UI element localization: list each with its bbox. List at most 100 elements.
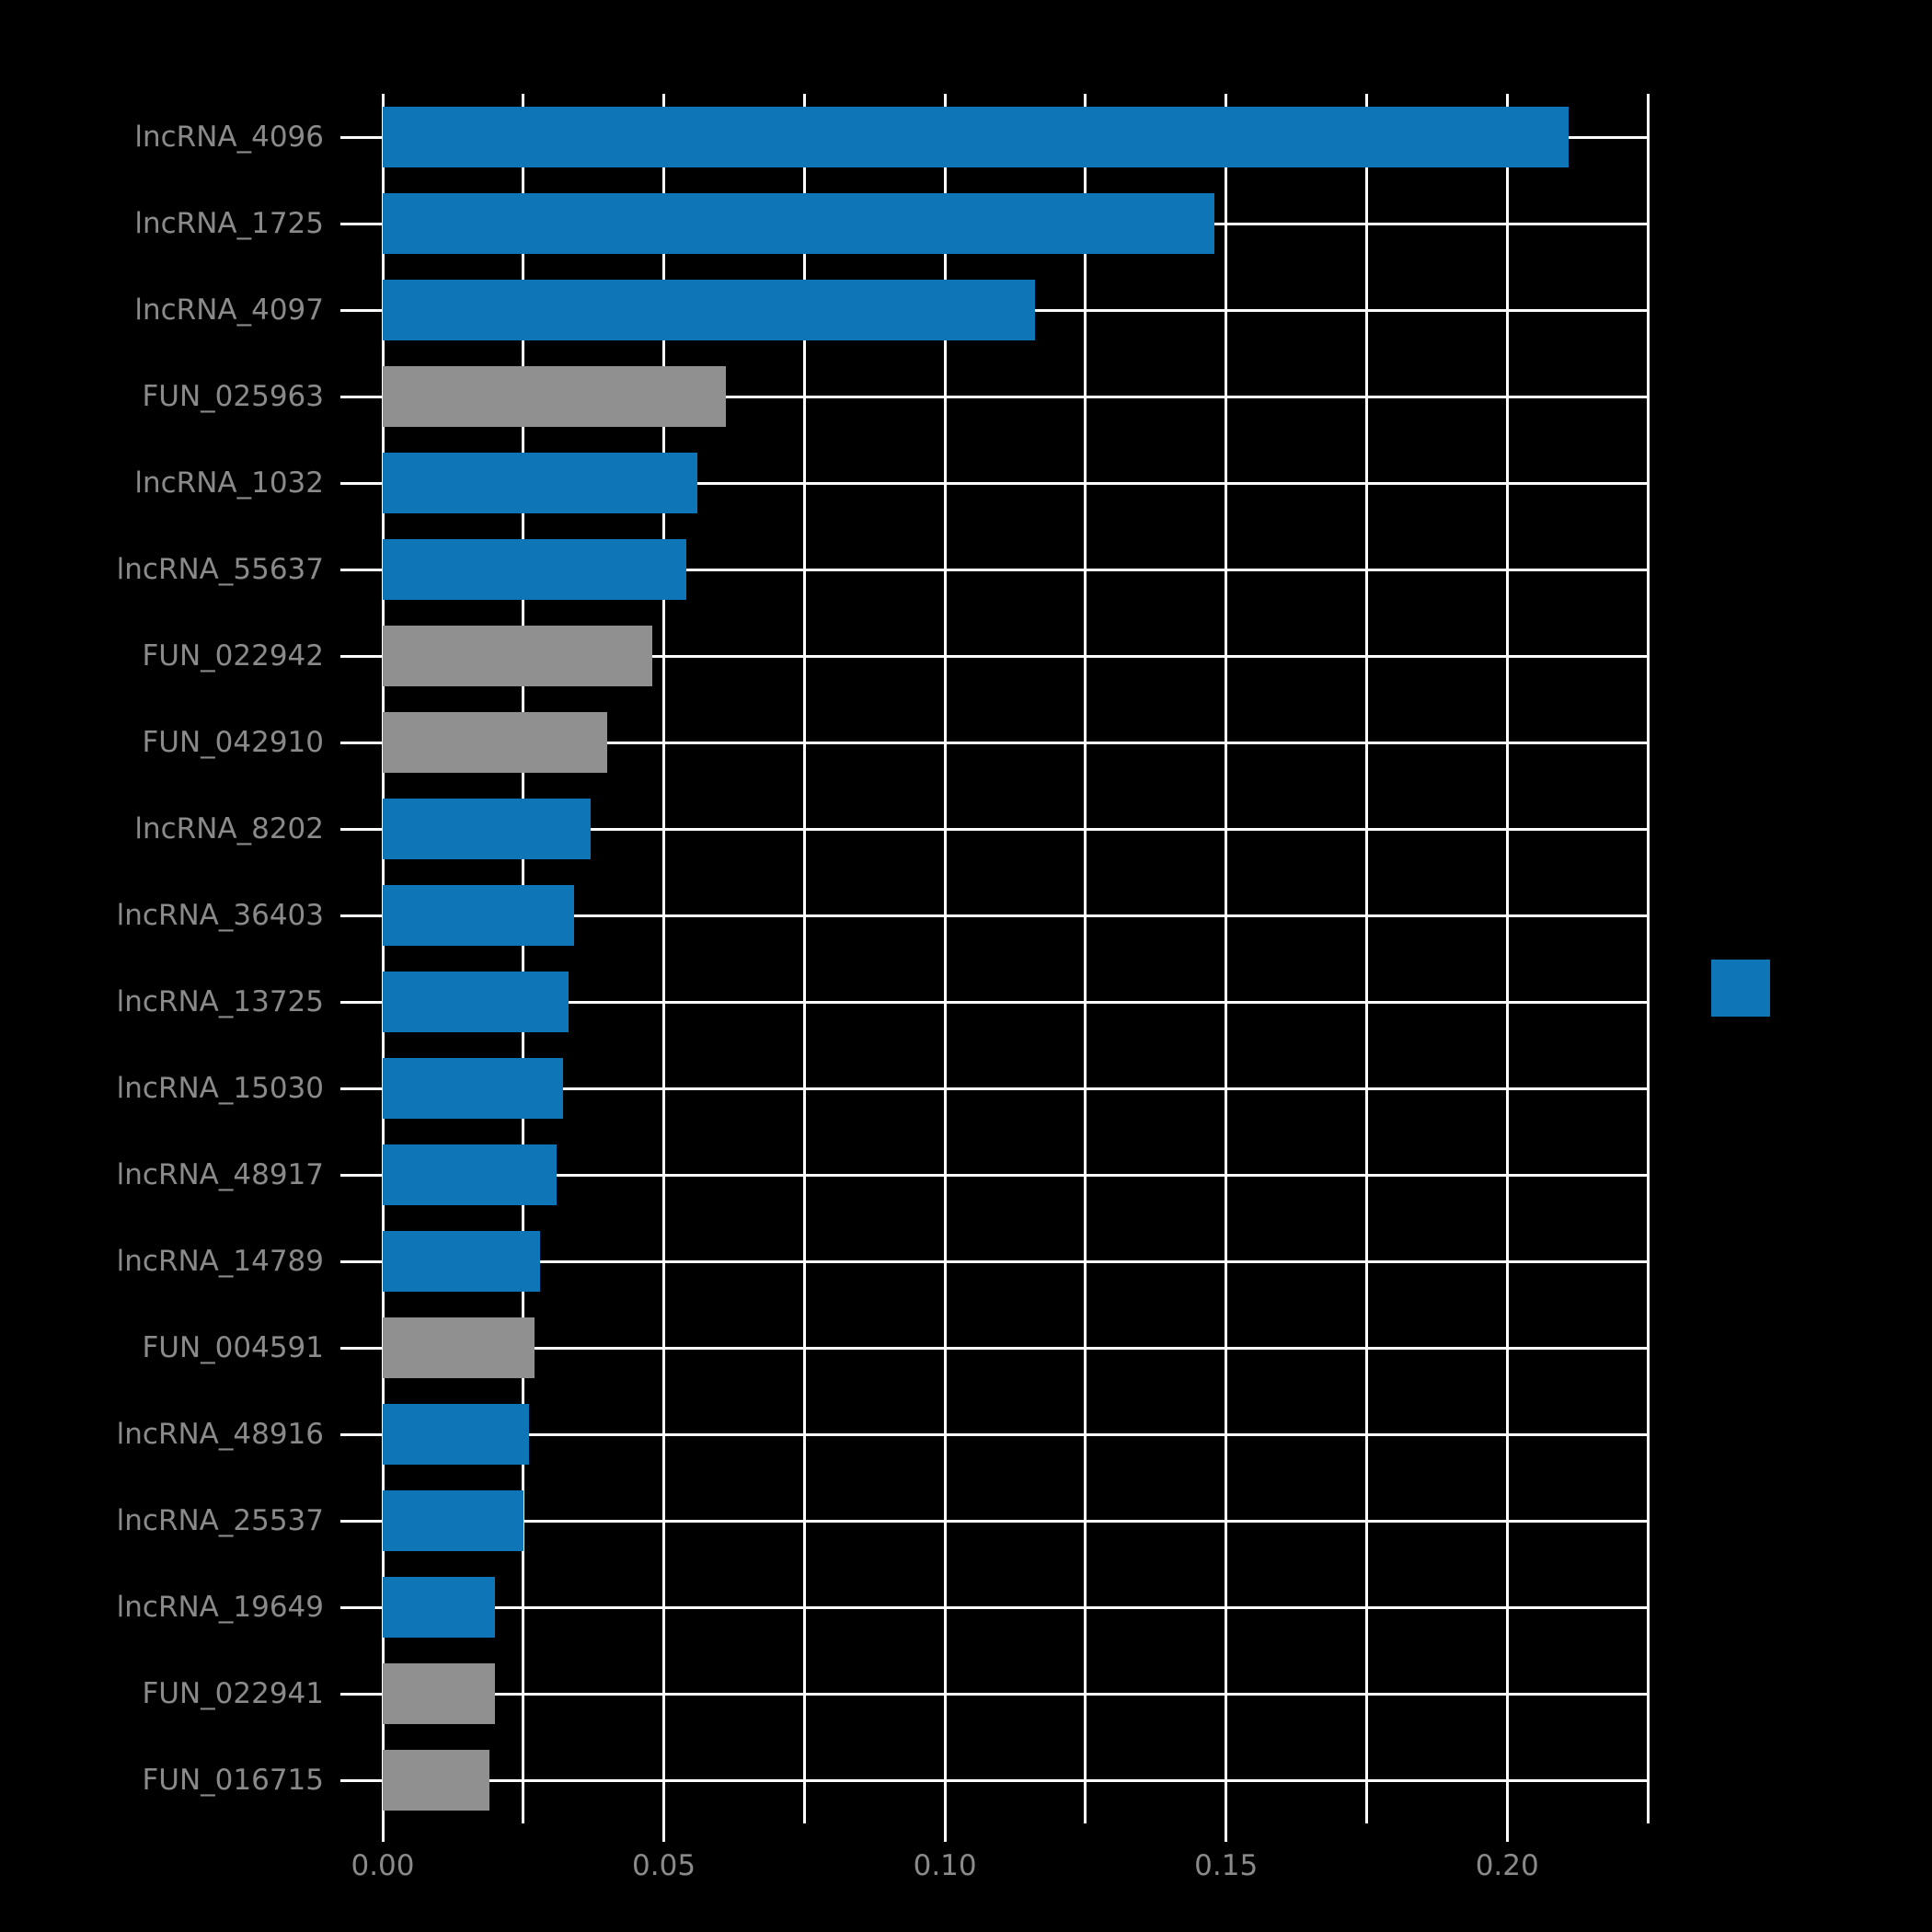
y-axis-tick xyxy=(340,654,383,658)
horizontal-gridline xyxy=(383,481,1648,485)
y-axis-tick xyxy=(340,395,383,398)
category-label: FUN_022941 xyxy=(142,1677,324,1710)
horizontal-gridline xyxy=(383,1259,1648,1263)
horizontal-gridline xyxy=(383,1432,1648,1436)
y-axis-tick xyxy=(340,1259,383,1263)
bar-FUN_025963 xyxy=(383,366,726,427)
category-label: lncRNA_14789 xyxy=(116,1245,324,1278)
x-axis-tick xyxy=(381,1823,385,1842)
horizontal-gridline xyxy=(383,1087,1648,1090)
horizontal-gridline xyxy=(383,741,1648,744)
vertical-gridline xyxy=(1364,94,1368,1823)
x-axis-tick xyxy=(1225,1823,1228,1842)
vertical-gridline xyxy=(1225,94,1228,1823)
bar-lncRNA_1032 xyxy=(383,453,698,513)
horizontal-gridline xyxy=(383,395,1648,398)
category-label: lncRNA_25537 xyxy=(116,1504,324,1537)
x-tick-label: 0.15 xyxy=(1194,1849,1259,1882)
bar-FUN_042910 xyxy=(383,712,608,773)
bar-FUN_022941 xyxy=(383,1663,496,1724)
vertical-gridline xyxy=(1084,94,1087,1823)
horizontal-gridline xyxy=(383,827,1648,831)
horizontal-gridline xyxy=(383,1346,1648,1350)
y-axis-tick xyxy=(340,568,383,571)
bar-lncRNA_1725 xyxy=(383,193,1215,254)
x-tick-label: 0.20 xyxy=(1475,1849,1539,1882)
x-tick-label: 0.00 xyxy=(351,1849,415,1882)
bar-lncRNA_14789 xyxy=(383,1231,541,1292)
vertical-gridline xyxy=(522,94,525,1823)
category-label: lncRNA_48917 xyxy=(116,1158,324,1191)
category-label: lncRNA_19649 xyxy=(116,1591,324,1624)
y-axis-tick xyxy=(340,914,383,917)
y-axis-tick xyxy=(340,1519,383,1523)
plot-area: lncRNA_4096 lncRNA_1725 lncRNA_4097 FUN_025… xyxy=(117,94,1650,1882)
y-axis-tick xyxy=(340,222,383,225)
category-label: FUN_022942 xyxy=(142,639,324,673)
category-label: lncRNA_13725 xyxy=(116,985,324,1018)
bar-lncRNA_19649 xyxy=(383,1577,496,1638)
y-axis-tick xyxy=(340,1432,383,1436)
category-label: lncRNA_8202 xyxy=(134,812,324,845)
horizontal-gridline xyxy=(383,1778,1648,1782)
bar-lncRNA_36403 xyxy=(383,885,574,946)
y-axis-tick xyxy=(340,1000,383,1004)
vertical-gridline xyxy=(943,94,947,1823)
bar-lncRNA_48917 xyxy=(383,1144,558,1205)
category-label: lncRNA_1725 xyxy=(134,207,324,240)
category-label: FUN_016715 xyxy=(142,1764,324,1797)
category-label: lncRNA_4097 xyxy=(134,293,324,327)
y-axis-tick xyxy=(340,827,383,831)
bar-lncRNA_4097 xyxy=(383,280,1035,340)
horizontal-gridline xyxy=(383,1519,1648,1523)
vertical-gridline xyxy=(662,94,666,1823)
y-axis-tick xyxy=(340,1778,383,1782)
bar-FUN_004591 xyxy=(383,1317,535,1378)
bar-lncRNA_13725 xyxy=(383,972,569,1032)
horizontal-gridline xyxy=(383,1692,1648,1696)
y-axis-tick xyxy=(340,741,383,744)
x-axis-tick xyxy=(662,1823,666,1842)
x-tick-label: 0.05 xyxy=(632,1849,696,1882)
bar-lncRNA_48916 xyxy=(383,1404,529,1465)
x-axis-tick xyxy=(1505,1823,1509,1842)
category-label: lncRNA_55637 xyxy=(116,553,324,586)
horizontal-gridline xyxy=(383,654,1648,658)
y-axis-tick xyxy=(340,135,383,139)
category-label: lncRNA_15030 xyxy=(116,1072,324,1105)
bar-lncRNA_15030 xyxy=(383,1058,563,1119)
horizontal-gridline xyxy=(383,1000,1648,1004)
y-axis-tick xyxy=(340,1087,383,1090)
bar-FUN_016715 xyxy=(383,1750,490,1811)
horizontal-gridline xyxy=(383,914,1648,917)
bar-lncRNA_25537 xyxy=(383,1490,523,1551)
category-label: lncRNA_4096 xyxy=(134,121,324,154)
vertical-gridline xyxy=(1505,94,1509,1823)
y-axis-tick xyxy=(340,1605,383,1609)
legend-swatch xyxy=(1711,960,1770,1017)
horizontal-gridline xyxy=(383,1173,1648,1177)
bar-FUN_022942 xyxy=(383,626,653,686)
category-label: FUN_025963 xyxy=(142,380,324,413)
bar-lncRNA_55637 xyxy=(383,539,686,600)
bar-lncRNA_8202 xyxy=(383,799,592,859)
category-label: FUN_042910 xyxy=(142,726,324,759)
y-axis-tick xyxy=(340,1346,383,1350)
category-label: FUN_004591 xyxy=(142,1331,324,1364)
vertical-gridline xyxy=(802,94,806,1823)
y-axis-tick xyxy=(340,481,383,485)
y-axis-tick xyxy=(340,308,383,312)
y-axis-tick xyxy=(340,1692,383,1696)
vertical-gridline xyxy=(1646,94,1650,1823)
legend xyxy=(1711,960,1770,1017)
category-label: lncRNA_36403 xyxy=(116,899,324,932)
horizontal-gridline xyxy=(383,1605,1648,1609)
y-axis-tick xyxy=(340,1173,383,1177)
category-label: lncRNA_48916 xyxy=(116,1418,324,1451)
bar-lncRNA_4096 xyxy=(383,107,1570,167)
vertical-gridline xyxy=(381,94,385,1823)
horizontal-gridline xyxy=(383,568,1648,571)
x-tick-label: 0.10 xyxy=(913,1849,977,1882)
category-label: lncRNA_1032 xyxy=(134,466,324,500)
